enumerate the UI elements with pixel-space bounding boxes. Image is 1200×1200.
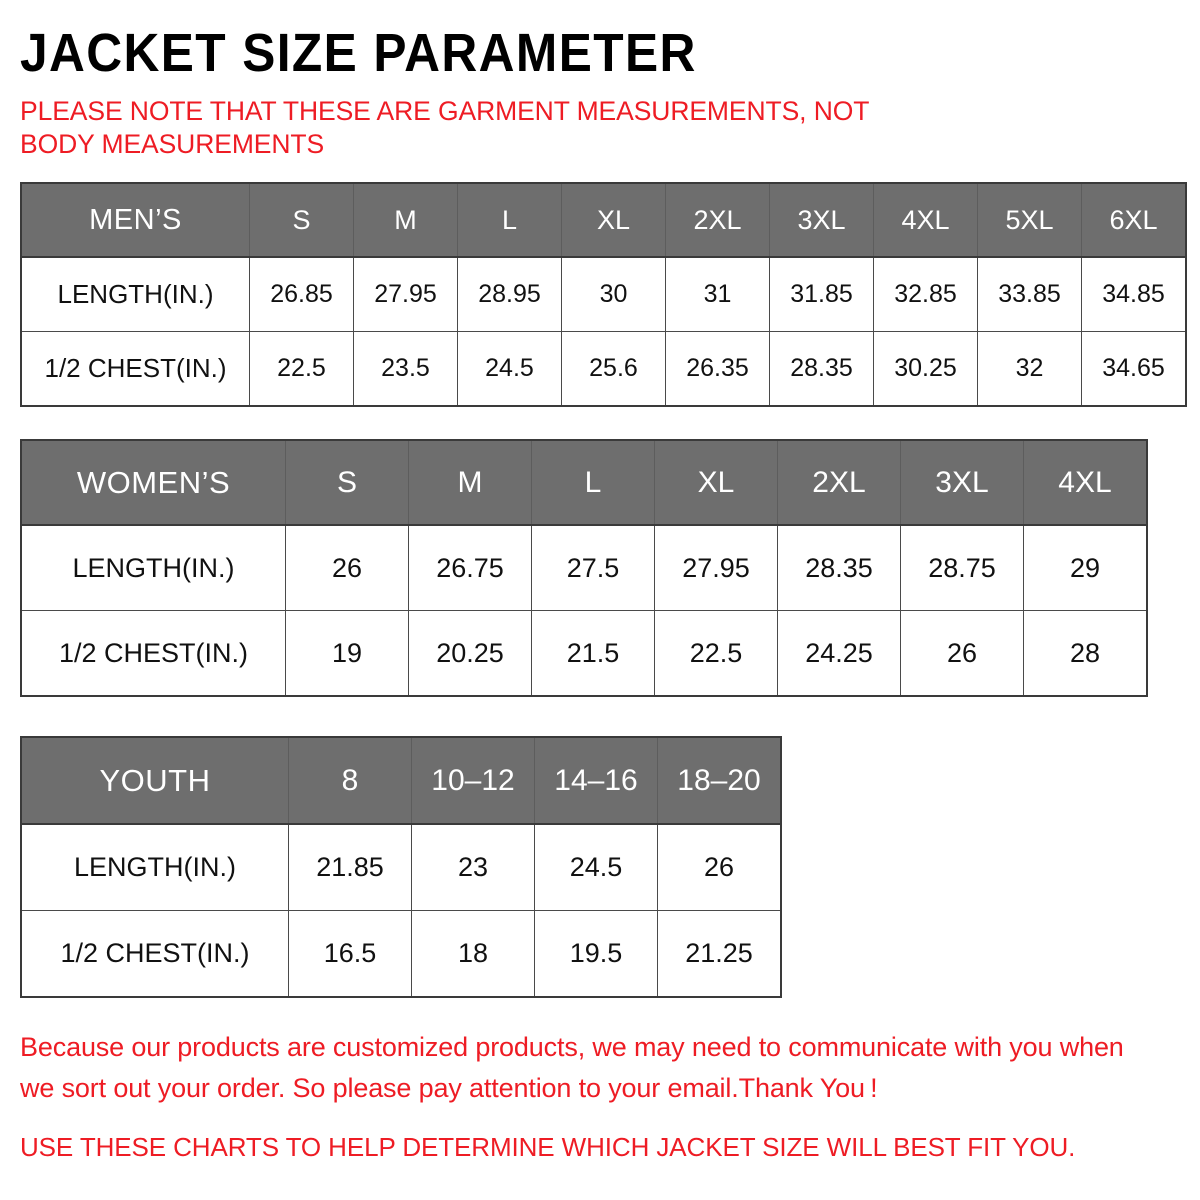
measurement-cell: 31 (665, 256, 770, 332)
mens-size-header-6XL: 6XL (1081, 182, 1187, 258)
measurement-cell: 28.95 (457, 256, 562, 332)
mens-size-header-S: S (249, 182, 354, 258)
measurement-cell: 23 (411, 823, 535, 911)
youth-table-body: YOUTH 8 10–12 14–16 18–20 LENGTH(IN.) 21.85 23 2… (20, 736, 782, 998)
womens-header-row: WOMEN’S S M L XL 2XL 3XL 4XL (20, 439, 1148, 526)
measurement-cell: 30.25 (873, 331, 978, 407)
womens-table-title-cell: WOMEN’S (20, 439, 286, 526)
measurement-cell: 21.85 (288, 823, 412, 911)
measurement-cell: 27.5 (531, 524, 655, 611)
womens-size-header-3XL: 3XL (900, 439, 1024, 526)
youth-table-title-cell: YOUTH (20, 736, 289, 825)
measurement-cell: 31.85 (769, 256, 874, 332)
youth-row-label: 1/2 CHEST(IN.) (20, 910, 289, 998)
measurement-cell: 22.5 (249, 331, 354, 407)
youth-size-table: YOUTH 8 10–12 14–16 18–20 LENGTH(IN.) 21.85 23 2… (20, 736, 782, 998)
table-row: 1/2 CHEST(IN.) 19 20.25 21.5 22.5 24.25 26 28 (20, 610, 1148, 697)
measurement-cell: 21.25 (657, 910, 782, 998)
measurement-cell: 27.95 (654, 524, 778, 611)
measurement-cell: 29 (1023, 524, 1148, 611)
table-row: 1/2 CHEST(IN.) 22.5 23.5 24.5 25.6 26.35 28.35… (20, 331, 1187, 407)
womens-row-label: 1/2 CHEST(IN.) (20, 610, 286, 697)
measurement-cell: 28.35 (777, 524, 901, 611)
mens-header-row: MEN’S S M L XL 2XL 3XL 4XL 5XL 6XL (20, 182, 1187, 258)
table-row: LENGTH(IN.) 26.85 27.95 28.95 30 31 31.85 32.85… (20, 256, 1187, 332)
mens-row-label: 1/2 CHEST(IN.) (20, 331, 250, 407)
youth-header-row: YOUTH 8 10–12 14–16 18–20 (20, 736, 782, 825)
measurement-cell: 33.85 (977, 256, 1082, 332)
measurement-cell: 23.5 (353, 331, 458, 407)
measurement-cell: 28 (1023, 610, 1148, 697)
measurement-cell: 24.5 (534, 823, 658, 911)
measurement-cell: 28.75 (900, 524, 1024, 611)
mens-size-header-M: M (353, 182, 458, 258)
measurement-cell: 26 (657, 823, 782, 911)
measurement-cell: 32 (977, 331, 1082, 407)
youth-size-header-10-12: 10–12 (411, 736, 535, 825)
mens-size-header-XL: XL (561, 182, 666, 258)
mens-size-header-3XL: 3XL (769, 182, 874, 258)
measurement-cell: 34.85 (1081, 256, 1187, 332)
mens-size-header-5XL: 5XL (977, 182, 1082, 258)
womens-size-header-M: M (408, 439, 532, 526)
measurement-cell: 34.65 (1081, 331, 1187, 407)
mens-row-label: LENGTH(IN.) (20, 256, 250, 332)
measurement-cell: 32.85 (873, 256, 978, 332)
measurement-cell: 26 (900, 610, 1024, 697)
mens-size-table: MEN’S S M L XL 2XL 3XL 4XL 5XL 6XL LENGTH(IN.) 26.8… (20, 182, 1187, 407)
youth-row-label: LENGTH(IN.) (20, 823, 289, 911)
measurement-cell: 26.75 (408, 524, 532, 611)
measurement-cell: 24.25 (777, 610, 901, 697)
womens-size-header-L: L (531, 439, 655, 526)
youth-size-header-8: 8 (288, 736, 412, 825)
measurement-cell: 26.35 (665, 331, 770, 407)
youth-size-header-18-20: 18–20 (657, 736, 782, 825)
measurement-cell: 28.35 (769, 331, 874, 407)
womens-table-body: WOMEN’S S M L XL 2XL 3XL 4XL LENGTH(IN.) 26 26.75 2… (20, 439, 1148, 697)
measurement-cell: 27.95 (353, 256, 458, 332)
womens-size-header-2XL: 2XL (777, 439, 901, 526)
womens-size-table: WOMEN’S S M L XL 2XL 3XL 4XL LENGTH(IN.) 26 26.75 2… (20, 439, 1148, 697)
womens-size-header-4XL: 4XL (1023, 439, 1148, 526)
measurement-cell: 24.5 (457, 331, 562, 407)
measurement-cell: 16.5 (288, 910, 412, 998)
measurement-cell: 19.5 (534, 910, 658, 998)
garment-measurement-note: PLEASE NOTE THAT THESE ARE GARMENT MEASU… (20, 96, 869, 159)
measurement-cell: 21.5 (531, 610, 655, 697)
measurement-cell: 22.5 (654, 610, 778, 697)
customization-note: Because our products are customized prod… (20, 1032, 1124, 1103)
womens-row-label: LENGTH(IN.) (20, 524, 286, 611)
measurement-cell: 26.85 (249, 256, 354, 332)
page-title: JACKET SIZE PARAMETER (20, 23, 697, 83)
measurement-cell: 30 (561, 256, 666, 332)
table-row: LENGTH(IN.) 26 26.75 27.5 27.95 28.35 28.75 29 (20, 524, 1148, 611)
mens-size-header-L: L (457, 182, 562, 258)
mens-size-header-2XL: 2XL (665, 182, 770, 258)
chart-usage-note: USE THESE CHARTS TO HELP DETERMINE WHICH… (20, 1132, 1076, 1162)
mens-size-header-4XL: 4XL (873, 182, 978, 258)
measurement-cell: 18 (411, 910, 535, 998)
table-row: 1/2 CHEST(IN.) 16.5 18 19.5 21.25 (20, 910, 782, 998)
mens-table-body: MEN’S S M L XL 2XL 3XL 4XL 5XL 6XL LENGTH(IN.) 26.8… (20, 182, 1187, 407)
mens-table-title-cell: MEN’S (20, 182, 250, 258)
womens-size-header-S: S (285, 439, 409, 526)
womens-size-header-XL: XL (654, 439, 778, 526)
measurement-cell: 19 (285, 610, 409, 697)
measurement-cell: 20.25 (408, 610, 532, 697)
measurement-cell: 26 (285, 524, 409, 611)
table-row: LENGTH(IN.) 21.85 23 24.5 26 (20, 823, 782, 911)
measurement-cell: 25.6 (561, 331, 666, 407)
youth-size-header-14-16: 14–16 (534, 736, 658, 825)
